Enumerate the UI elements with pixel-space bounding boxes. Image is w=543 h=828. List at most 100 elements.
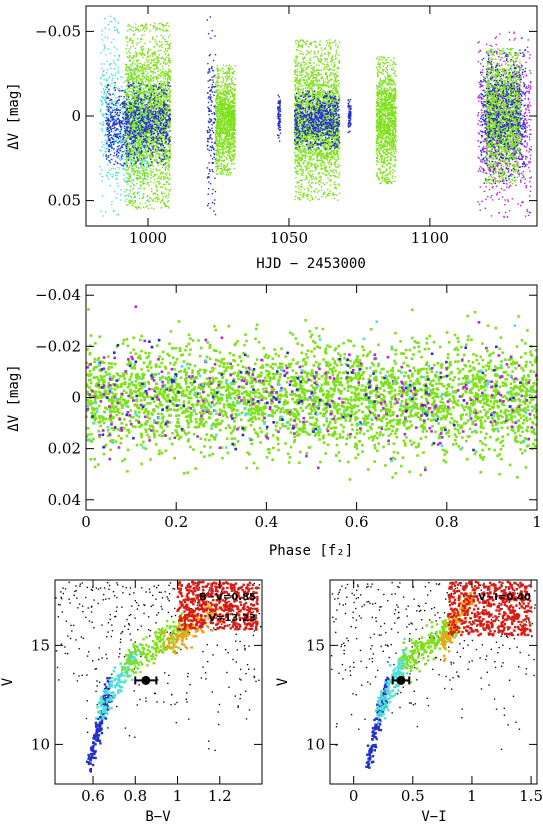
data-point [135, 55, 138, 57]
data-point [152, 80, 154, 82]
data-point [218, 139, 220, 141]
data-point [136, 53, 138, 55]
data-point [121, 158, 123, 160]
data-point [136, 150, 138, 153]
data-point [166, 79, 168, 81]
data-point [160, 178, 162, 180]
data-point [145, 122, 148, 124]
data-point [168, 172, 171, 175]
data-point [136, 172, 139, 174]
data-point [161, 46, 163, 48]
data-point [143, 71, 145, 73]
data-point [116, 48, 118, 50]
data-point [141, 161, 143, 163]
data-point [139, 134, 141, 136]
data-point [131, 111, 133, 113]
data-point [124, 195, 126, 197]
data-point [150, 109, 152, 111]
data-point [163, 89, 165, 91]
data-point [153, 92, 155, 95]
data-point [129, 37, 131, 39]
data-point [154, 62, 156, 64]
data-point [155, 141, 157, 143]
data-point [113, 55, 116, 57]
data-point [146, 145, 149, 147]
data-point [169, 110, 171, 113]
data-point [126, 98, 128, 100]
data-point [105, 155, 107, 157]
data-point [168, 183, 170, 185]
data-point [100, 78, 102, 80]
data-point [164, 47, 167, 50]
data-point [222, 151, 224, 153]
data-point [149, 112, 152, 114]
data-point [111, 147, 113, 149]
data-point [212, 79, 214, 81]
data-point [169, 71, 172, 73]
data-point [145, 120, 148, 122]
data-point [123, 105, 125, 107]
data-point [151, 188, 153, 190]
data-point [155, 108, 157, 110]
data-point [157, 96, 160, 99]
data-point [229, 89, 232, 91]
data-point [210, 118, 212, 121]
data-point [148, 116, 151, 118]
data-point [151, 207, 153, 209]
data-point [121, 126, 123, 128]
data-point [207, 62, 209, 65]
data-point [142, 82, 144, 84]
data-point [149, 49, 152, 51]
data-point [167, 143, 170, 145]
data-point [211, 138, 213, 140]
data-point [228, 85, 230, 88]
data-point [121, 146, 124, 149]
data-point [164, 169, 167, 171]
data-point [145, 86, 147, 88]
data-point [139, 184, 142, 186]
data-point [123, 125, 126, 127]
data-point [209, 94, 212, 96]
data-point [129, 48, 131, 50]
data-point [160, 132, 163, 134]
data-point [127, 84, 130, 87]
data-point [148, 89, 150, 91]
data-point [146, 103, 148, 106]
data-point [163, 178, 165, 180]
data-point [169, 124, 171, 127]
data-point [141, 162, 143, 165]
data-point [126, 165, 128, 167]
data-point [141, 34, 143, 37]
data-point [125, 189, 128, 191]
data-point [109, 141, 112, 144]
data-point [120, 142, 122, 144]
data-point [126, 77, 129, 79]
data-point [113, 117, 115, 119]
data-point [168, 70, 170, 73]
data-point [133, 71, 135, 73]
data-point [108, 112, 110, 114]
data-point [147, 115, 150, 117]
data-point [106, 106, 108, 108]
data-point [110, 107, 112, 109]
data-point [159, 114, 161, 116]
data-point [149, 134, 152, 136]
data-point [138, 97, 140, 100]
data-point [160, 95, 162, 98]
data-point [160, 72, 162, 74]
data-point [131, 205, 133, 207]
data-point [147, 139, 149, 142]
data-point [206, 92, 209, 94]
data-point [138, 149, 140, 151]
data-point [230, 68, 232, 70]
data-point [137, 125, 139, 127]
data-point [144, 116, 146, 118]
data-point [126, 64, 128, 66]
data-point [142, 141, 145, 144]
data-point [163, 192, 166, 195]
data-point [124, 127, 126, 129]
data-point [133, 157, 135, 159]
data-point [117, 67, 120, 69]
data-point [101, 101, 103, 103]
data-point [169, 98, 171, 100]
